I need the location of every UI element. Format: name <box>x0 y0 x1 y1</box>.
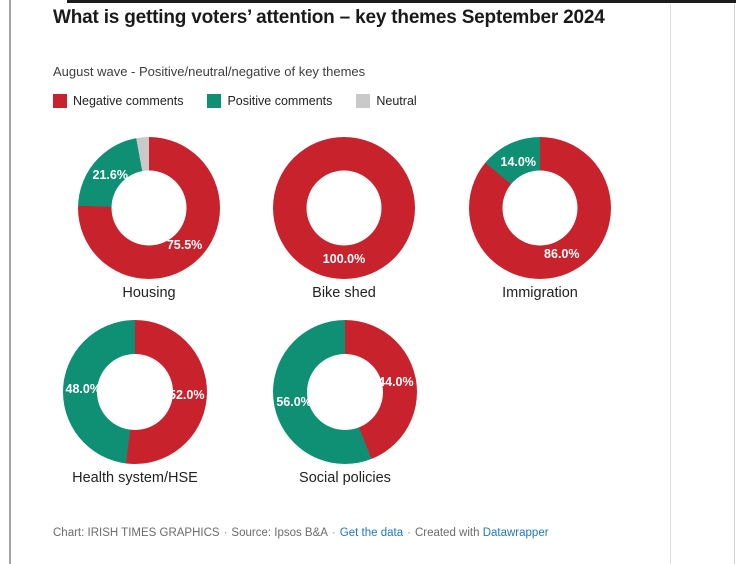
donut-title: Housing <box>122 285 176 301</box>
slice-value-label: 14.0% <box>500 154 536 169</box>
donut-chart-health-system-hse: 52.0% 48.0% <box>63 320 207 464</box>
legend-label: Positive comments <box>227 94 333 108</box>
donut-chart-bike-shed: 100.0% <box>273 137 415 279</box>
right-window-border <box>734 4 735 564</box>
neutral-swatch-icon <box>356 94 371 108</box>
datawrapper-link[interactable]: Datawrapper <box>482 527 549 539</box>
chart-right-border <box>670 4 671 564</box>
legend: Negative comments Positive comments Neut… <box>53 94 417 108</box>
chart-credit: Chart: IRISH TIMES GRAPHICS <box>53 527 220 539</box>
positive-swatch-icon <box>207 94 222 108</box>
source-credit: Source: Ipsos B&A <box>231 527 328 539</box>
donut-hole <box>502 170 578 246</box>
donut-title: Bike shed <box>312 285 376 301</box>
slice-value-label: 44.0% <box>378 375 414 390</box>
donut-chart-housing: 75.5% 21.6% <box>78 137 220 279</box>
donut-chart-immigration: 86.0% 14.0% <box>469 137 611 279</box>
legend-item-positive: Positive comments <box>207 94 332 108</box>
negative-swatch-icon <box>53 94 67 108</box>
donut-hole <box>111 170 187 246</box>
slice-value-label: 21.6% <box>92 167 128 182</box>
legend-label: Negative comments <box>73 94 184 108</box>
donut-title: Health system/HSE <box>72 470 198 486</box>
page-title: What is getting voters’ attention – key … <box>53 7 605 28</box>
slice-value-label: 52.0% <box>169 388 205 403</box>
donut-hole <box>307 354 383 430</box>
left-window-border <box>9 0 11 564</box>
slice-value-label: 75.5% <box>166 237 203 252</box>
legend-label: Neutral <box>376 94 417 108</box>
chart-footer: Chart: IRISH TIMES GRAPHICS · Source: Ipso… <box>53 527 653 539</box>
donut-title: Immigration <box>502 285 578 301</box>
slice-value-label: 86.0% <box>544 247 580 262</box>
legend-item-negative: Negative comments <box>53 94 183 108</box>
slice-value-label: 56.0% <box>276 394 312 409</box>
page-subtitle: August wave - Positive/neutral/negative … <box>53 64 366 79</box>
slice-value-label: 100.0% <box>322 252 366 267</box>
footer-separator: · <box>331 527 336 539</box>
donut-hole <box>97 354 173 430</box>
get-the-data-link[interactable]: Get the data <box>339 527 404 539</box>
legend-item-neutral: Neutral <box>356 94 417 108</box>
donut-chart-social-policies: 44.0% 56.0% <box>273 320 417 464</box>
donut-hole <box>306 170 382 246</box>
slice-value-label: 48.0% <box>65 381 101 396</box>
created-with-text: Created with <box>414 527 480 539</box>
footer-separator: · <box>407 527 411 539</box>
donut-title: Social policies <box>299 470 391 486</box>
top-edge-artifact <box>67 0 736 3</box>
footer-separator: · <box>223 527 228 539</box>
